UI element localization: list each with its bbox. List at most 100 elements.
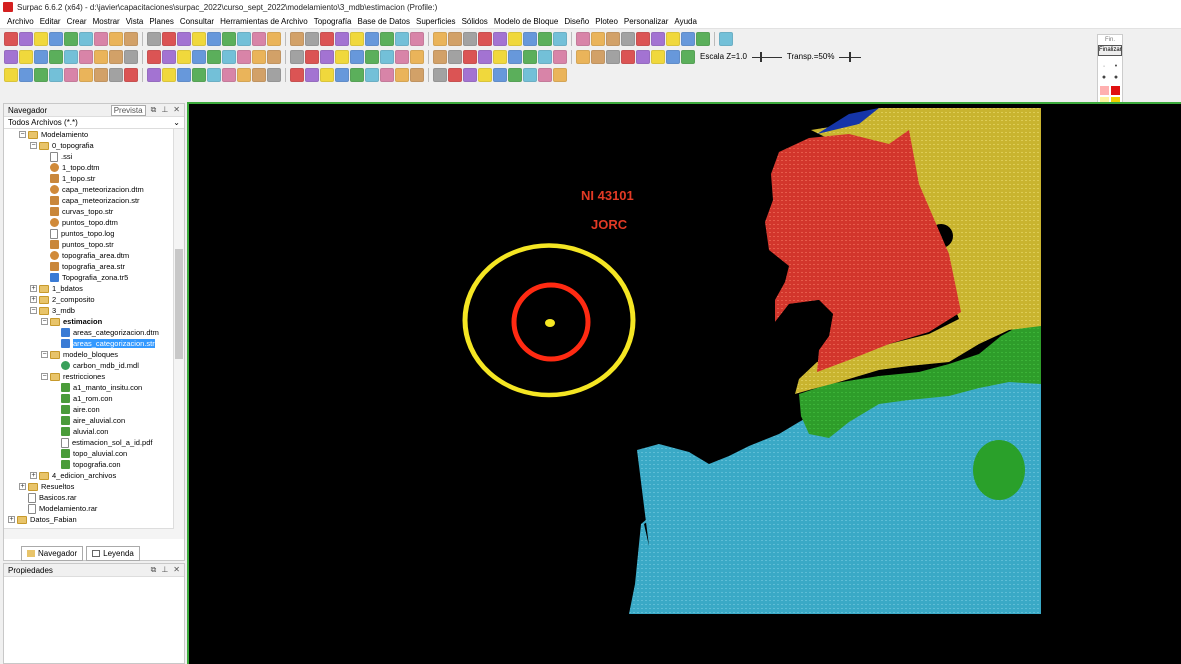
tree-file[interactable]: 1_topo.str bbox=[4, 173, 184, 184]
toolbar-tool-icon[interactable] bbox=[395, 49, 409, 64]
close-panel-icon[interactable]: ✕ bbox=[173, 565, 180, 574]
menu-editar[interactable]: Editar bbox=[39, 16, 61, 26]
tab-leyenda[interactable]: Leyenda bbox=[86, 546, 140, 561]
toolbar-tool-icon[interactable] bbox=[538, 49, 552, 64]
toolbar-tool-icon[interactable] bbox=[636, 31, 650, 46]
collapse-icon[interactable]: − bbox=[41, 351, 48, 358]
collapse-icon[interactable]: − bbox=[41, 318, 48, 325]
toolbar-tool-icon[interactable] bbox=[192, 31, 206, 46]
toolbar-tool-icon[interactable] bbox=[34, 31, 48, 46]
toolbar-tool-icon[interactable] bbox=[576, 49, 590, 64]
toolbar-tool-icon[interactable] bbox=[64, 31, 78, 46]
transparency-slider[interactable] bbox=[839, 51, 862, 62]
expand-icon[interactable]: + bbox=[30, 472, 37, 479]
toolbar-tool-icon[interactable] bbox=[395, 31, 409, 46]
toolbar-tool-icon[interactable] bbox=[124, 67, 138, 82]
toolbar-tool-icon[interactable] bbox=[147, 49, 161, 64]
swatch-red[interactable] bbox=[1111, 86, 1120, 95]
toolbar-tool-icon[interactable] bbox=[553, 31, 567, 46]
toolbar-tool-icon[interactable] bbox=[538, 67, 552, 82]
tree-file[interactable]: estimacion_sol_a_id.pdf bbox=[4, 437, 184, 448]
toolbar-tool-icon[interactable] bbox=[237, 67, 251, 82]
graphics-viewport[interactable]: NI 43101 JORC bbox=[187, 102, 1181, 664]
dot-large-icon[interactable]: ● bbox=[1101, 74, 1107, 81]
toolbar-tool-icon[interactable] bbox=[350, 67, 364, 82]
toolbar-tool-icon[interactable] bbox=[335, 49, 349, 64]
toolbar-tool-icon[interactable] bbox=[290, 67, 304, 82]
toolbar-tool-icon[interactable] bbox=[207, 67, 221, 82]
tree-folder[interactable]: − 0_topografia bbox=[4, 140, 184, 151]
toolbar-tool-icon[interactable] bbox=[19, 49, 33, 64]
menu-personalizar[interactable]: Personalizar bbox=[623, 16, 669, 26]
toolbar-tool-icon[interactable] bbox=[463, 31, 477, 46]
tree-folder[interactable]: − Modelamiento bbox=[4, 129, 184, 140]
toolbar-tool-icon[interactable] bbox=[636, 49, 650, 64]
tree-folder[interactable]: +4_edicion_archivos bbox=[4, 470, 184, 481]
tree-file[interactable]: a1_rom.con bbox=[4, 393, 184, 404]
tree-file[interactable]: Topografia_zona.tr5 bbox=[4, 272, 184, 283]
tree-folder[interactable]: − modelo_bloques bbox=[4, 349, 184, 360]
toolbar-tool-icon[interactable] bbox=[666, 31, 680, 46]
expand-icon[interactable]: + bbox=[8, 516, 15, 523]
toolbar-tool-icon[interactable] bbox=[4, 49, 18, 64]
toolbar-tool-icon[interactable] bbox=[523, 31, 537, 46]
tree-folder[interactable]: + Resueltos bbox=[4, 481, 184, 492]
dot-xlarge-icon[interactable]: ● bbox=[1113, 74, 1119, 81]
menu-superficies[interactable]: Superficies bbox=[415, 16, 456, 26]
toolbar-tool-icon[interactable] bbox=[433, 49, 447, 64]
toolbar-tool-icon[interactable] bbox=[433, 31, 447, 46]
toolbar-tool-icon[interactable] bbox=[478, 31, 492, 46]
toolbar-tool-icon[interactable] bbox=[433, 67, 447, 82]
toolbar-tool-icon[interactable] bbox=[410, 49, 424, 64]
toolbar-tool-icon[interactable] bbox=[380, 67, 394, 82]
tree-file[interactable]: puntos_topo.dtm bbox=[4, 217, 184, 228]
toolbar-tool-icon[interactable] bbox=[192, 67, 206, 82]
toolbar-tool-icon[interactable] bbox=[508, 49, 522, 64]
collapse-icon[interactable]: − bbox=[19, 131, 26, 138]
menu-s-lidos[interactable]: Sólidos bbox=[461, 16, 488, 26]
toolbar-tool-icon[interactable] bbox=[523, 49, 537, 64]
tree-folder[interactable]: − estimacion bbox=[4, 316, 184, 327]
tree-file[interactable]: topografia.con bbox=[4, 459, 184, 470]
menu-vista[interactable]: Vista bbox=[125, 16, 144, 26]
z-scale-slider[interactable] bbox=[751, 51, 782, 62]
toolbar-tool-icon[interactable] bbox=[290, 31, 304, 46]
toolbar-tool-icon[interactable] bbox=[448, 31, 462, 46]
toolbar-tool-icon[interactable] bbox=[320, 49, 334, 64]
toolbar-tool-icon[interactable] bbox=[553, 49, 567, 64]
toolbar-tool-icon[interactable] bbox=[34, 49, 48, 64]
menu-ayuda[interactable]: Ayuda bbox=[674, 16, 697, 26]
pin-icon[interactable]: ⊥ bbox=[161, 565, 169, 574]
tree-file[interactable]: aire.con bbox=[4, 404, 184, 415]
expand-icon[interactable]: + bbox=[30, 296, 37, 303]
toolbar-tool-icon[interactable] bbox=[222, 49, 236, 64]
tree-vertical-scrollbar[interactable] bbox=[173, 129, 184, 539]
toolbar-tool-icon[interactable] bbox=[305, 49, 319, 64]
toolbar-tool-icon[interactable] bbox=[252, 31, 266, 46]
collapse-icon[interactable]: − bbox=[30, 307, 37, 314]
collapse-icon[interactable]: − bbox=[41, 373, 48, 380]
toolbar-tool-icon[interactable] bbox=[320, 67, 334, 82]
float-panel-icon[interactable]: ⧉ bbox=[150, 565, 157, 574]
swatch-light-red[interactable] bbox=[1100, 86, 1109, 95]
toolbar-tool-icon[interactable] bbox=[335, 31, 349, 46]
toolbar-tool-icon[interactable] bbox=[493, 67, 507, 82]
tree-folder[interactable]: +2_composito bbox=[4, 294, 184, 305]
toolbar-tool-icon[interactable] bbox=[553, 67, 567, 82]
tree-folder[interactable]: − 3_mdb bbox=[4, 305, 184, 316]
tree-file[interactable]: areas_categorizacion.str bbox=[4, 338, 184, 349]
toolbar-tool-icon[interactable] bbox=[267, 67, 281, 82]
menu-crear[interactable]: Crear bbox=[66, 16, 87, 26]
toolbar-tool-icon[interactable] bbox=[410, 31, 424, 46]
toolbar-tool-icon[interactable] bbox=[365, 67, 379, 82]
toolbar-tool-icon[interactable] bbox=[162, 49, 176, 64]
toolbar-tool-icon[interactable] bbox=[591, 49, 605, 64]
tree-file[interactable]: puntos_topo.log bbox=[4, 228, 184, 239]
toolbar-tool-icon[interactable] bbox=[478, 49, 492, 64]
toolbar-tool-icon[interactable] bbox=[162, 31, 176, 46]
tree-file[interactable]: 1_topo.dtm bbox=[4, 162, 184, 173]
toolbar-tool-icon[interactable] bbox=[94, 49, 108, 64]
dot-medium-icon[interactable]: • bbox=[1114, 63, 1118, 70]
toolbar-tool-icon[interactable] bbox=[350, 31, 364, 46]
toolbar-tool-icon[interactable] bbox=[666, 49, 680, 64]
